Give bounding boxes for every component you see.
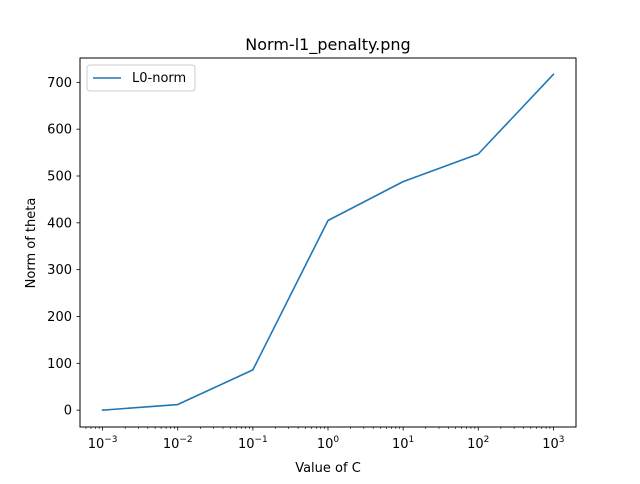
series-line [101, 73, 555, 411]
x-tick-label: 10−3 [88, 435, 118, 452]
x-axis-title: Value of C [295, 461, 361, 476]
y-tick-label: 400 [47, 216, 72, 231]
x-minor-ticks [85, 427, 551, 429]
x-axis-ticks: 10−3 10−2 10−1 100 101 102 103 [88, 427, 565, 452]
y-tick-label: 100 [47, 357, 72, 372]
y-axis-title: Norm of theta [24, 198, 39, 289]
y-tick-label: 0 [64, 404, 72, 419]
y-tick-label: 300 [47, 263, 72, 278]
legend-box [86, 64, 196, 92]
x-tick-label: 101 [392, 435, 414, 452]
legend-label: L0-norm [132, 71, 186, 86]
y-tick-label: 500 [47, 170, 72, 185]
x-tick-label: 10−1 [238, 435, 268, 452]
chart-title: Norm-l1_penalty.png [245, 35, 410, 55]
y-tick-label: 200 [47, 310, 72, 325]
x-tick-label: 102 [467, 435, 489, 452]
x-tick-label: 10−2 [163, 435, 193, 452]
y-axis-ticks: 0 100 200 300 400 500 600 700 [47, 76, 80, 419]
x-tick-label: 100 [317, 435, 340, 452]
y-tick-label: 700 [47, 76, 72, 91]
series-layer [101, 73, 555, 411]
x-tick-label: 103 [542, 435, 564, 452]
legend: L0-norm [86, 64, 196, 92]
y-tick-label: 600 [47, 123, 72, 138]
